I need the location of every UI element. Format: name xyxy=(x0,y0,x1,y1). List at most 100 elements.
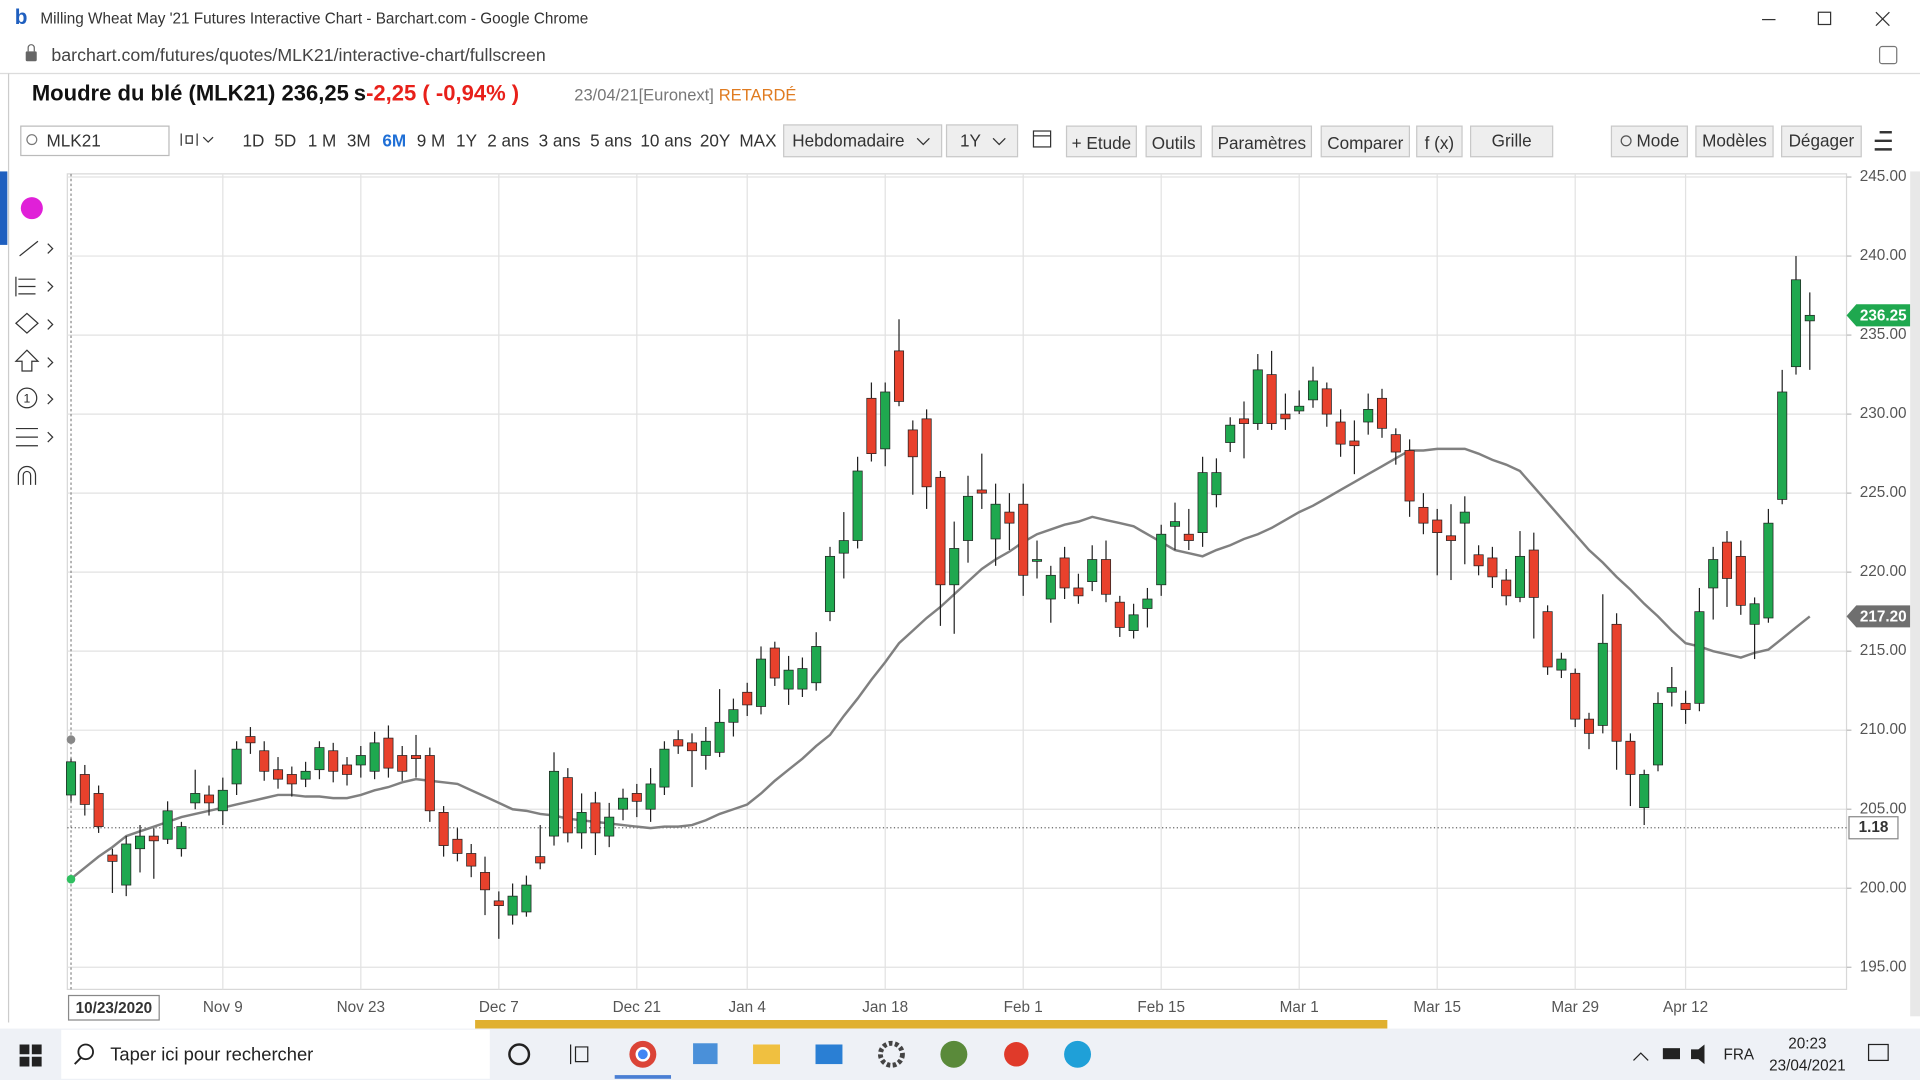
start-marker xyxy=(66,874,76,884)
tray-expand[interactable] xyxy=(1633,1052,1649,1061)
edge-icon[interactable] xyxy=(1064,1040,1092,1068)
search-placeholder[interactable]: Taper ici pour rechercher xyxy=(110,1043,313,1064)
clock-time[interactable]: 20:23 xyxy=(1788,1036,1826,1053)
start-button[interactable] xyxy=(19,1044,42,1067)
url[interactable]: barchart.com/futures/quotes/MLK21/intera… xyxy=(51,45,545,65)
measure-tool[interactable] xyxy=(15,427,38,447)
color-tool[interactable] xyxy=(20,197,43,220)
toolbar-button[interactable] xyxy=(1320,125,1411,158)
magnet-tool[interactable] xyxy=(17,465,37,485)
toolbar-button[interactable] xyxy=(1211,125,1313,158)
toolbar-button-label[interactable]: f (x) xyxy=(1425,133,1454,153)
battery-icon[interactable] xyxy=(1662,1048,1680,1060)
toolbar-button-label[interactable]: Modèles xyxy=(1702,131,1767,151)
tool-expanders[interactable] xyxy=(47,243,54,443)
explorer-icon[interactable] xyxy=(753,1044,780,1065)
mail-icon[interactable] xyxy=(815,1044,843,1065)
toolbar-button-label[interactable]: + Etude xyxy=(1072,133,1132,153)
period[interactable]: 6M xyxy=(382,131,406,151)
toolbar-button[interactable] xyxy=(1416,125,1463,158)
candle-body xyxy=(631,793,642,802)
candle-body xyxy=(866,397,877,454)
candle-body xyxy=(949,548,960,586)
timeline[interactable] xyxy=(570,1044,589,1065)
period[interactable]: 3 ans xyxy=(539,131,581,151)
search-icon xyxy=(26,134,38,146)
toolbar-button[interactable] xyxy=(1470,125,1554,158)
interval-dropdown[interactable] xyxy=(783,124,943,158)
quote: Moudre du blé (MLK21) 236,25 s-2,25 ( -0,9… xyxy=(32,80,519,105)
x-tick-label: Feb 15 xyxy=(1137,999,1185,1016)
candle-body xyxy=(576,812,587,834)
candle-body xyxy=(1238,418,1250,424)
interval[interactable]: Hebdomadaire xyxy=(792,131,904,151)
symbol[interactable]: MLK21 xyxy=(47,131,101,151)
clock-date[interactable]: 23/04/2021 xyxy=(1769,1058,1846,1075)
period[interactable]: 3M xyxy=(347,131,371,151)
period[interactable]: 1 M xyxy=(308,131,337,151)
period[interactable]: 1Y xyxy=(456,131,478,151)
period[interactable]: 5D xyxy=(274,131,296,151)
period[interactable]: 5 ans xyxy=(590,131,632,151)
app-icon[interactable] xyxy=(1004,1042,1029,1067)
range[interactable]: 1Y xyxy=(960,131,982,151)
candle-body xyxy=(1307,380,1319,401)
calendar-icon[interactable] xyxy=(1032,130,1052,148)
candle-body xyxy=(1708,559,1719,589)
toolbar-button[interactable] xyxy=(1610,125,1688,158)
candle-body xyxy=(107,854,118,862)
translate-icon[interactable] xyxy=(1878,45,1898,65)
period[interactable]: MAX xyxy=(739,131,777,151)
app-icon[interactable] xyxy=(693,1043,718,1065)
toolbar-button-label[interactable]: Grille xyxy=(1492,131,1532,151)
scrollbar[interactable] xyxy=(1910,171,1920,1017)
edge-strip xyxy=(0,171,8,245)
toolbar-button-label[interactable]: Mode xyxy=(1637,131,1680,151)
settings-icon[interactable] xyxy=(877,1040,905,1068)
candle-body xyxy=(1528,549,1539,598)
address-bar[interactable] xyxy=(0,37,1920,74)
period[interactable]: 10 ans xyxy=(640,131,691,151)
candle-body xyxy=(755,658,767,707)
candle-body xyxy=(562,777,573,834)
x-tick-label: Mar 15 xyxy=(1413,999,1461,1016)
candle-body xyxy=(1004,511,1015,524)
range-dropdown[interactable] xyxy=(945,124,1019,158)
toolbar-button-label[interactable]: Outils xyxy=(1152,133,1196,153)
period[interactable]: 20Y xyxy=(700,131,731,151)
search-glyph xyxy=(77,1043,94,1061)
toolbar-button[interactable] xyxy=(1065,125,1137,158)
language[interactable]: FRA xyxy=(1723,1047,1754,1064)
crosshair-date-box xyxy=(67,994,160,1021)
range-navigator[interactable] xyxy=(475,1020,1388,1029)
search-box[interactable] xyxy=(61,1029,490,1079)
toolbar-button-label[interactable]: Comparer xyxy=(1327,133,1403,153)
shape-tool[interactable] xyxy=(14,312,39,334)
app-icon[interactable] xyxy=(940,1040,968,1068)
volume-icon[interactable] xyxy=(1691,1044,1705,1065)
arrow-tool[interactable] xyxy=(14,349,40,372)
task-view[interactable] xyxy=(508,1043,531,1066)
candle-body xyxy=(880,391,891,450)
notifications[interactable] xyxy=(1867,1043,1889,1062)
close[interactable] xyxy=(1875,11,1890,27)
toolbar-button-label[interactable]: Dégager xyxy=(1789,131,1855,151)
toolbar-button[interactable] xyxy=(1695,125,1774,158)
quote-change: -2,25 ( -0,94% ) xyxy=(366,80,519,105)
toolbar-button[interactable] xyxy=(1781,125,1862,158)
line-tool[interactable] xyxy=(19,240,39,257)
y-tick-label: 230.00 xyxy=(1860,405,1907,422)
period[interactable]: 2 ans xyxy=(487,131,529,151)
candle-body xyxy=(162,810,173,840)
period[interactable]: 1D xyxy=(243,131,265,151)
y-tick-label: 220.00 xyxy=(1860,563,1907,580)
chart-type-icon[interactable] xyxy=(180,133,214,146)
fib-tool[interactable] xyxy=(15,276,36,297)
toolbar-button-label[interactable]: Paramètres xyxy=(1218,133,1307,153)
symbol-input[interactable] xyxy=(20,125,170,157)
period[interactable]: 9 M xyxy=(417,131,446,151)
number-tool[interactable] xyxy=(16,387,38,409)
number-tool-glyph: 1 xyxy=(24,391,31,405)
toolbar-button[interactable] xyxy=(1145,125,1202,158)
maximize[interactable] xyxy=(1817,11,1832,26)
